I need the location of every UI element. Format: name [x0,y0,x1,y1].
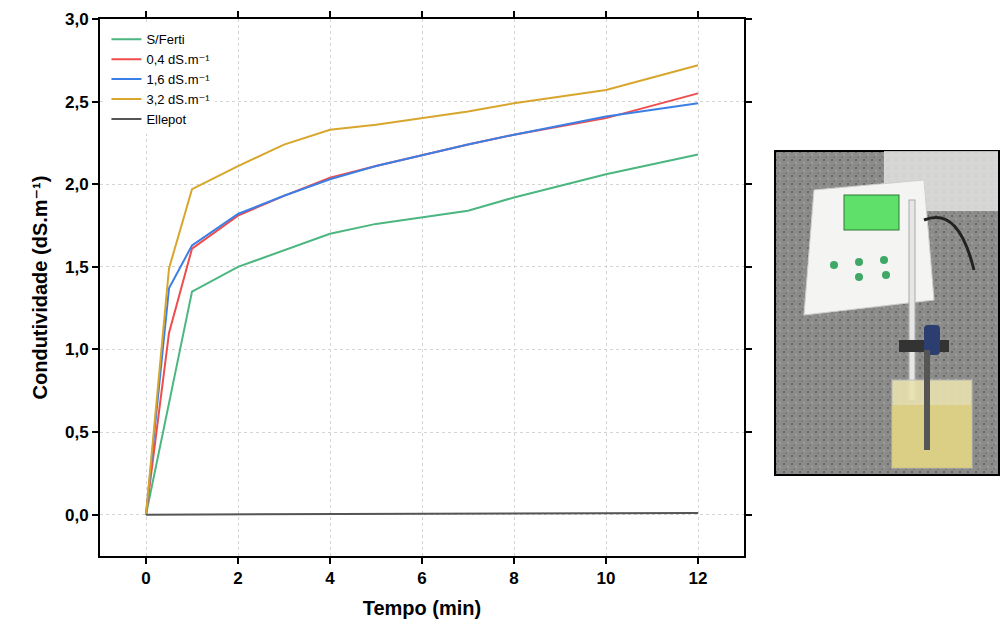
svg-text:0: 0 [141,569,150,588]
svg-text:S/Ferti: S/Ferti [146,32,184,47]
svg-text:0,5: 0,5 [65,423,89,442]
svg-text:Ellepot: Ellepot [146,112,186,127]
svg-text:1,0: 1,0 [65,340,89,359]
svg-text:2: 2 [233,569,242,588]
svg-text:1,6 dS.m⁻¹: 1,6 dS.m⁻¹ [146,72,210,87]
svg-text:3,2 dS.m⁻¹: 3,2 dS.m⁻¹ [146,92,210,107]
svg-text:12: 12 [689,569,708,588]
svg-text:8: 8 [509,569,518,588]
svg-text:4: 4 [325,569,335,588]
svg-text:0,0: 0,0 [65,506,89,525]
svg-text:6: 6 [417,569,426,588]
svg-text:1,5: 1,5 [65,258,89,277]
svg-text:2,0: 2,0 [65,175,89,194]
svg-text:0,4 dS.m⁻¹: 0,4 dS.m⁻¹ [146,52,210,67]
svg-text:3,0: 3,0 [65,10,89,29]
svg-text:Tempo (min): Tempo (min) [363,597,482,619]
svg-text:Condutividade (dS.m⁻¹): Condutividade (dS.m⁻¹) [29,176,51,400]
svg-text:10: 10 [597,569,616,588]
svg-text:2,5: 2,5 [65,93,89,112]
